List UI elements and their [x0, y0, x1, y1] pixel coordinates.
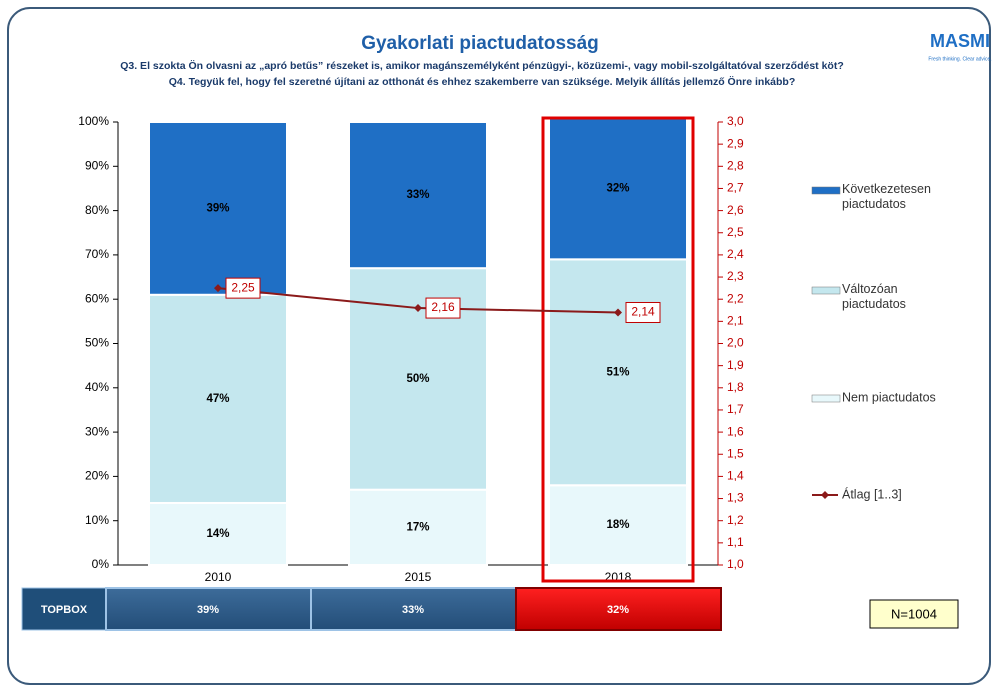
data-label-box — [425, 297, 461, 319]
note-box — [869, 599, 959, 629]
bar-segment — [548, 258, 688, 487]
y2-tick-label: 1,3 — [727, 491, 744, 505]
line-marker — [414, 304, 422, 313]
title: Gyakorlati piactudatosság — [361, 33, 599, 54]
line-marker — [214, 284, 222, 293]
y2-tick-label: 1,7 — [727, 402, 744, 416]
data-label: 51% — [606, 366, 629, 378]
legend-label: Következetesen piactudatos — [842, 182, 931, 211]
y2-tick-label: 1,0 — [727, 557, 744, 571]
bar-segment — [148, 293, 288, 504]
y-tick-label: 50% — [85, 336, 109, 350]
y2-tick-label: 1,2 — [727, 513, 744, 527]
data-label: 32% — [606, 182, 629, 194]
y2-tick-label: 1,6 — [727, 424, 744, 438]
y2-tick-label: 1,1 — [727, 535, 744, 549]
logo-tagline: Fresh thinking. Clear advice. — [928, 56, 991, 62]
legend-key — [811, 286, 841, 295]
y2-tick-label: 2,1 — [727, 314, 744, 328]
data-label-box — [625, 301, 661, 323]
legend-label: Átlag [1..3] — [842, 486, 902, 501]
y-tick-label: 90% — [85, 158, 109, 172]
data-label: 14% — [206, 528, 229, 540]
topbox-value: 39% — [197, 604, 219, 616]
data-label: 47% — [206, 393, 229, 405]
y2-tick-label: 2,9 — [727, 136, 744, 150]
bar-segment — [348, 121, 488, 270]
y-tick-label: 30% — [85, 424, 109, 438]
y2-tick-label: 2,5 — [727, 225, 744, 239]
y-tick-label: 10% — [85, 513, 109, 527]
y-tick-label: 20% — [85, 469, 109, 483]
data-label: 50% — [406, 373, 429, 385]
y-tick-label: 100% — [78, 114, 109, 128]
highlight-box — [541, 116, 695, 583]
data-label-box — [225, 277, 261, 299]
x-tick-label: 2015 — [405, 570, 432, 584]
logo: MASMI — [930, 31, 990, 51]
legend-label: Változóan piactudatos — [842, 282, 906, 311]
frame — [7, 7, 991, 685]
y2-tick-label: 2,3 — [727, 269, 744, 283]
y2-tick-label: 1,9 — [727, 358, 744, 372]
y-tick-label: 40% — [85, 380, 109, 394]
topbox-value: 33% — [402, 604, 424, 616]
data-label: 17% — [406, 521, 429, 533]
y2-tick-label: 1,5 — [727, 446, 744, 460]
subtitle: Q3. El szokta Ön olvasni az „apró betűs”… — [120, 59, 844, 72]
topbox-label: TOPBOX — [41, 604, 88, 616]
y2-tick-label: 2,0 — [727, 336, 744, 350]
data-label: 2,25 — [231, 280, 255, 294]
y2-tick-label: 2,4 — [727, 247, 744, 261]
legend-key — [811, 394, 841, 403]
y2-tick-label: 3,0 — [727, 114, 744, 128]
data-label: 2,14 — [631, 305, 655, 319]
bar-segment — [548, 116, 688, 261]
y-tick-label: 60% — [85, 291, 109, 305]
y-tick-label: 80% — [85, 203, 109, 217]
bar-segment — [548, 484, 688, 567]
y-tick-label: 0% — [92, 557, 110, 571]
legend-label: Nem piactudatos — [842, 390, 936, 404]
y-tick-label: 70% — [85, 247, 109, 261]
y2-tick-label: 2,6 — [727, 203, 744, 217]
bar-segment — [148, 121, 288, 296]
x-tick-label: 2010 — [205, 570, 232, 584]
y2-tick-label: 2,2 — [727, 291, 744, 305]
y2-tick-label: 2,7 — [727, 181, 744, 195]
data-label: 39% — [206, 202, 229, 214]
topbox-label-cell — [21, 587, 107, 631]
legend-key — [811, 186, 841, 195]
data-label: 2,16 — [431, 300, 455, 314]
topbox-cell — [515, 587, 722, 631]
line-marker — [614, 308, 622, 317]
subtitle: Q4. Tegyük fel, hogy fel szeretné újítan… — [169, 75, 796, 88]
y2-tick-label: 2,8 — [727, 158, 744, 172]
topbox-cell — [105, 587, 312, 631]
note: N=1004 — [891, 606, 937, 621]
topbox-value: 32% — [607, 604, 629, 616]
y2-tick-label: 1,4 — [727, 469, 744, 483]
y2-tick-label: 1,8 — [727, 380, 744, 394]
data-label: 18% — [606, 519, 629, 531]
legend-key — [821, 491, 829, 499]
data-label: 33% — [406, 189, 429, 201]
